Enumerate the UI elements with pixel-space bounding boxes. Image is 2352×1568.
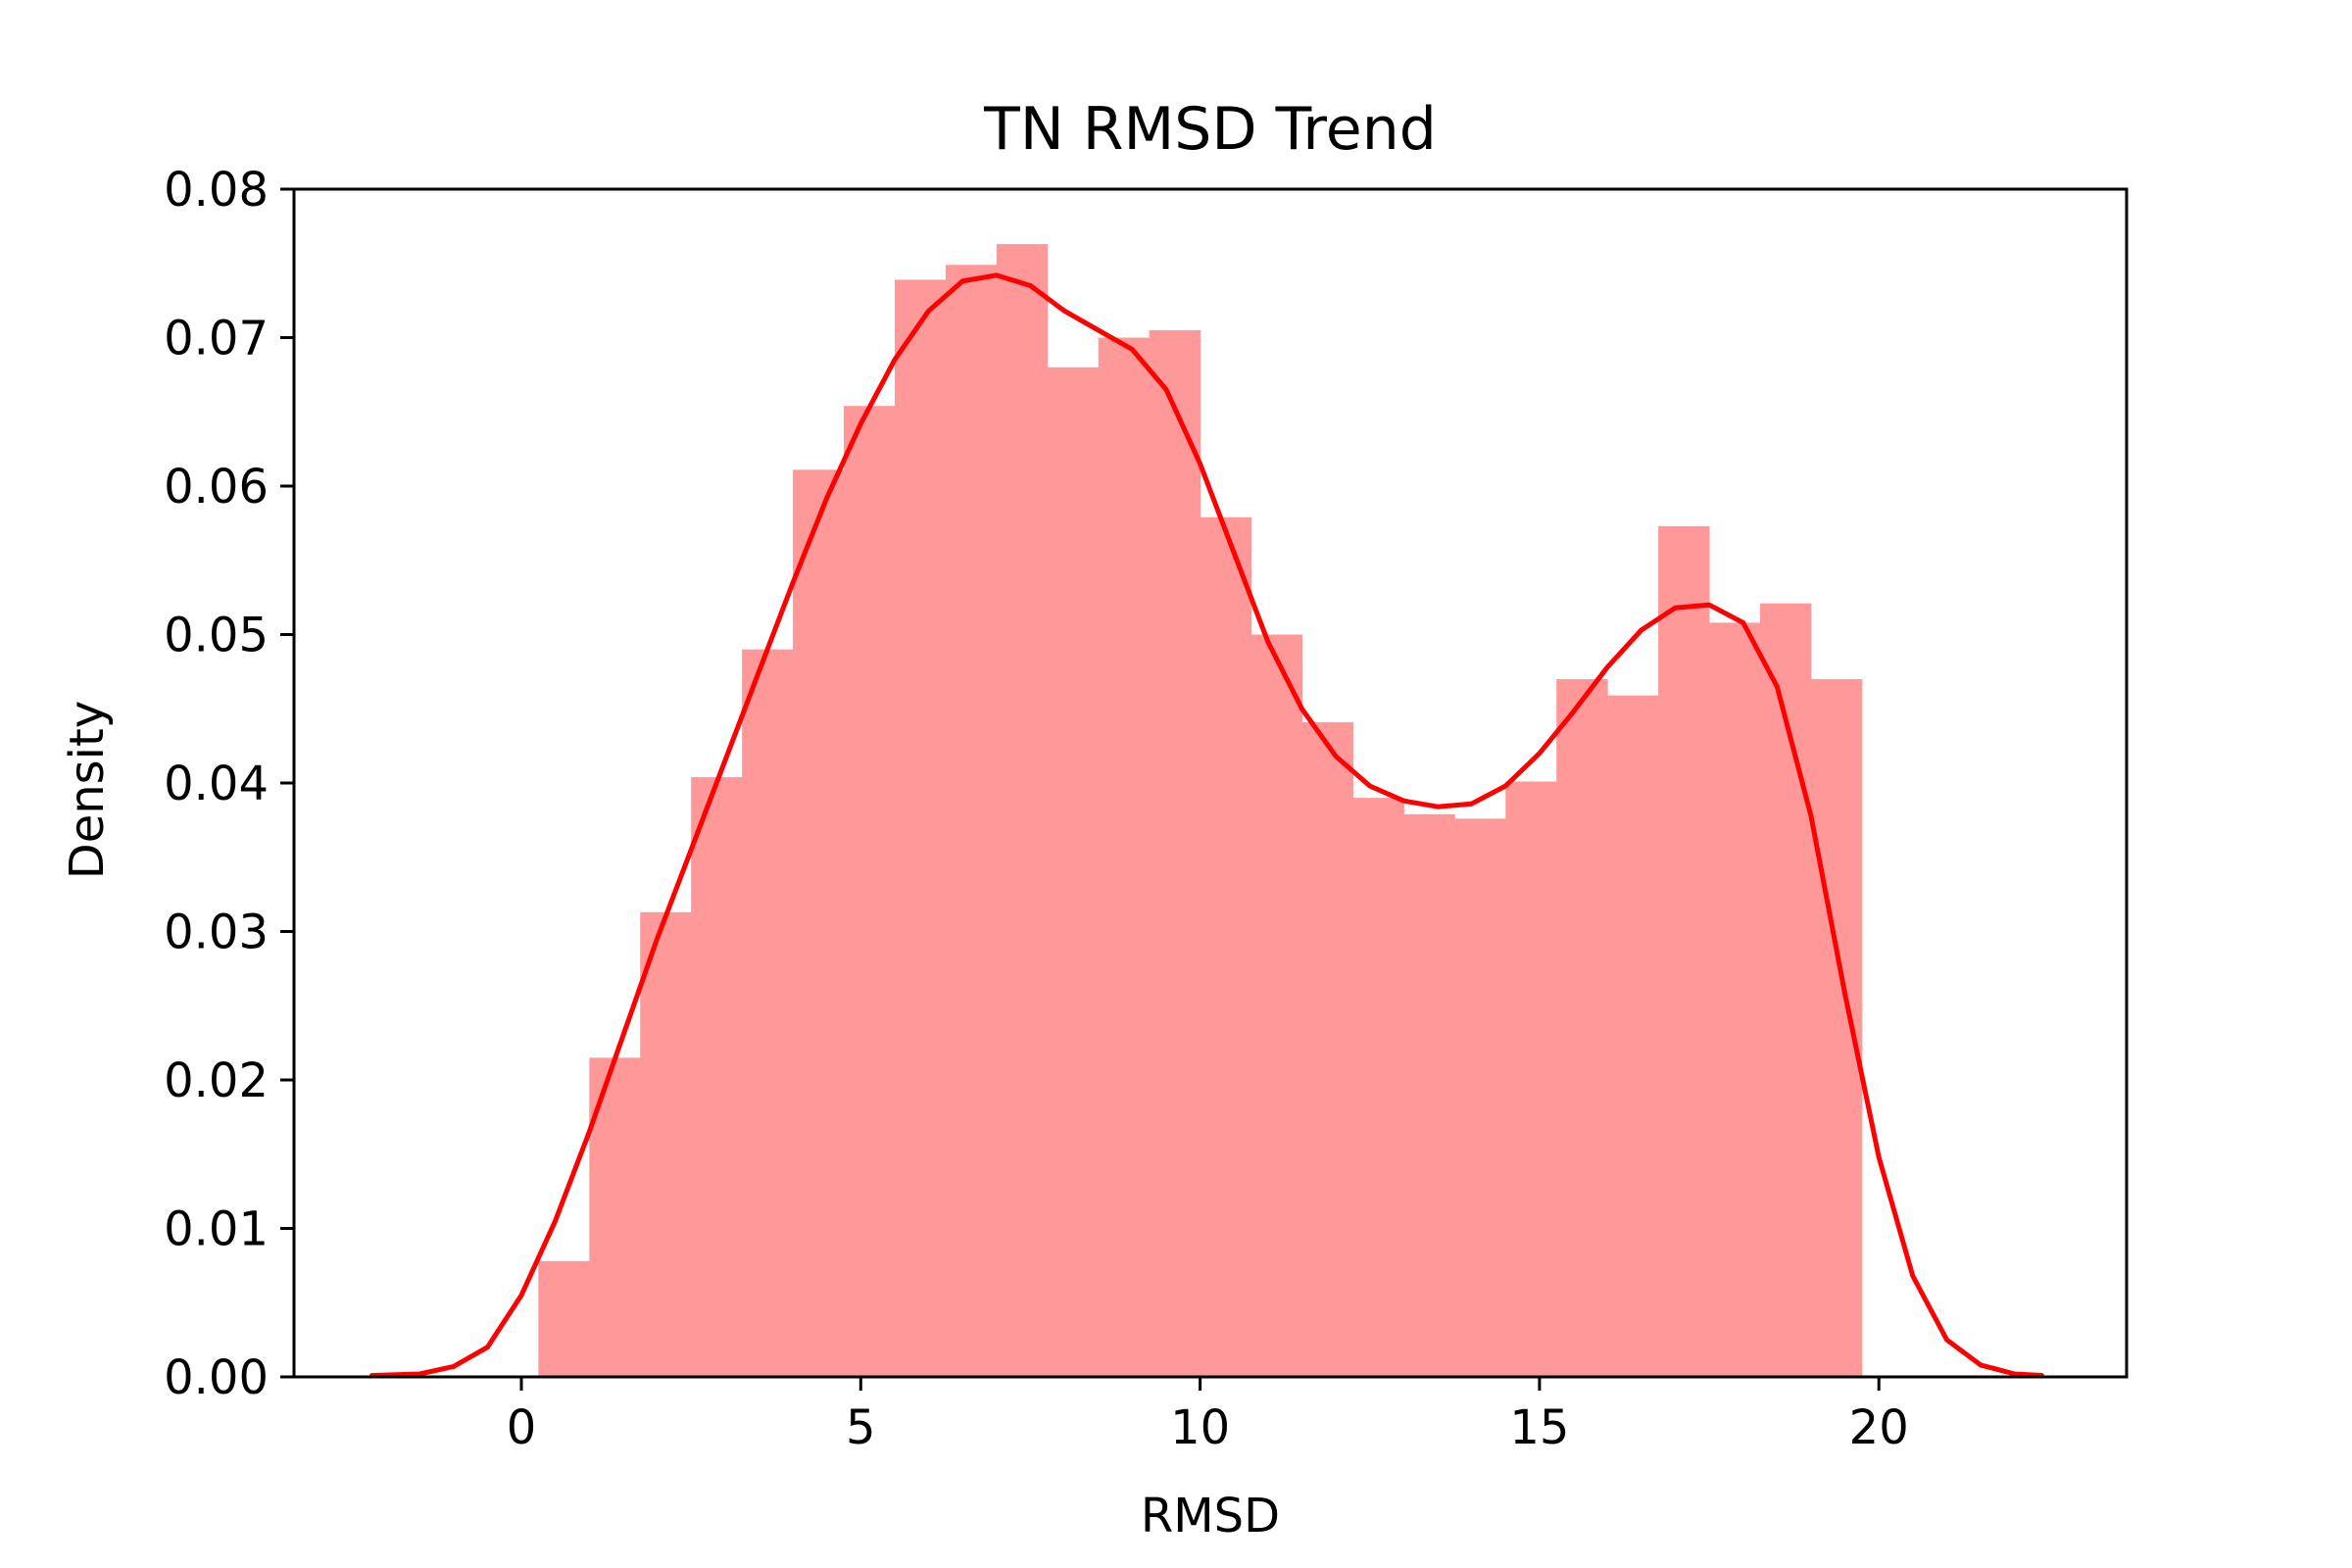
- chart-title: TN RMSD Trend: [983, 95, 1437, 164]
- histogram-bar: [1454, 818, 1506, 1377]
- histogram-bar: [1607, 695, 1659, 1377]
- x-tick-label: 20: [1849, 1400, 1909, 1455]
- y-tick-label: 0.00: [164, 1350, 269, 1405]
- histogram-bar: [844, 406, 896, 1377]
- histogram-bar: [1403, 813, 1455, 1377]
- x-axis-label: RMSD: [1141, 1489, 1280, 1544]
- x-tick-label: 5: [846, 1400, 876, 1455]
- histogram-bar: [742, 649, 794, 1377]
- histogram-bar: [1709, 622, 1761, 1377]
- histogram-bar: [945, 265, 998, 1377]
- y-tick-label: 0.01: [164, 1202, 269, 1257]
- histogram-bar: [1250, 634, 1302, 1377]
- histogram-bar: [691, 776, 743, 1377]
- y-axis-ticks: 0.00 0.01 0.02 0.03 0.04 0.05 0.06 0.07 0.08: [164, 163, 294, 1405]
- histogram-bar: [538, 1260, 590, 1377]
- y-tick-label: 0.07: [164, 312, 269, 367]
- histogram-bar: [1810, 678, 1863, 1377]
- y-tick-label: 0.05: [164, 609, 269, 663]
- histogram-bar: [640, 911, 692, 1377]
- histogram-bar: [1098, 337, 1151, 1377]
- histogram-bar: [1658, 525, 1710, 1377]
- x-tick-label: 0: [507, 1400, 537, 1455]
- histogram-bar: [894, 279, 947, 1377]
- histogram-bars: [538, 244, 1863, 1378]
- y-tick-label: 0.02: [164, 1054, 269, 1108]
- x-tick-label: 10: [1170, 1400, 1230, 1455]
- histogram-bar: [1505, 781, 1557, 1377]
- y-tick-label: 0.04: [164, 757, 269, 811]
- histogram-bar: [793, 469, 845, 1378]
- histogram-bar: [1200, 516, 1252, 1377]
- histogram-bar: [1047, 367, 1100, 1377]
- histogram-bar: [1352, 798, 1404, 1377]
- y-tick-label: 0.03: [164, 906, 269, 960]
- x-axis-ticks: 0 5 10 15 20: [507, 1377, 1909, 1455]
- histogram-bar: [1760, 603, 1812, 1377]
- histogram-bar: [1556, 678, 1608, 1377]
- histogram-bar: [1149, 329, 1201, 1377]
- y-tick-label: 0.06: [164, 460, 269, 514]
- x-tick-label: 15: [1509, 1400, 1569, 1455]
- y-tick-label: 0.08: [164, 163, 269, 218]
- kde-curve: [369, 272, 2044, 1378]
- histogram-bar: [996, 244, 1049, 1378]
- histogram-bar: [1301, 721, 1353, 1377]
- y-axis-label: Density: [60, 701, 115, 879]
